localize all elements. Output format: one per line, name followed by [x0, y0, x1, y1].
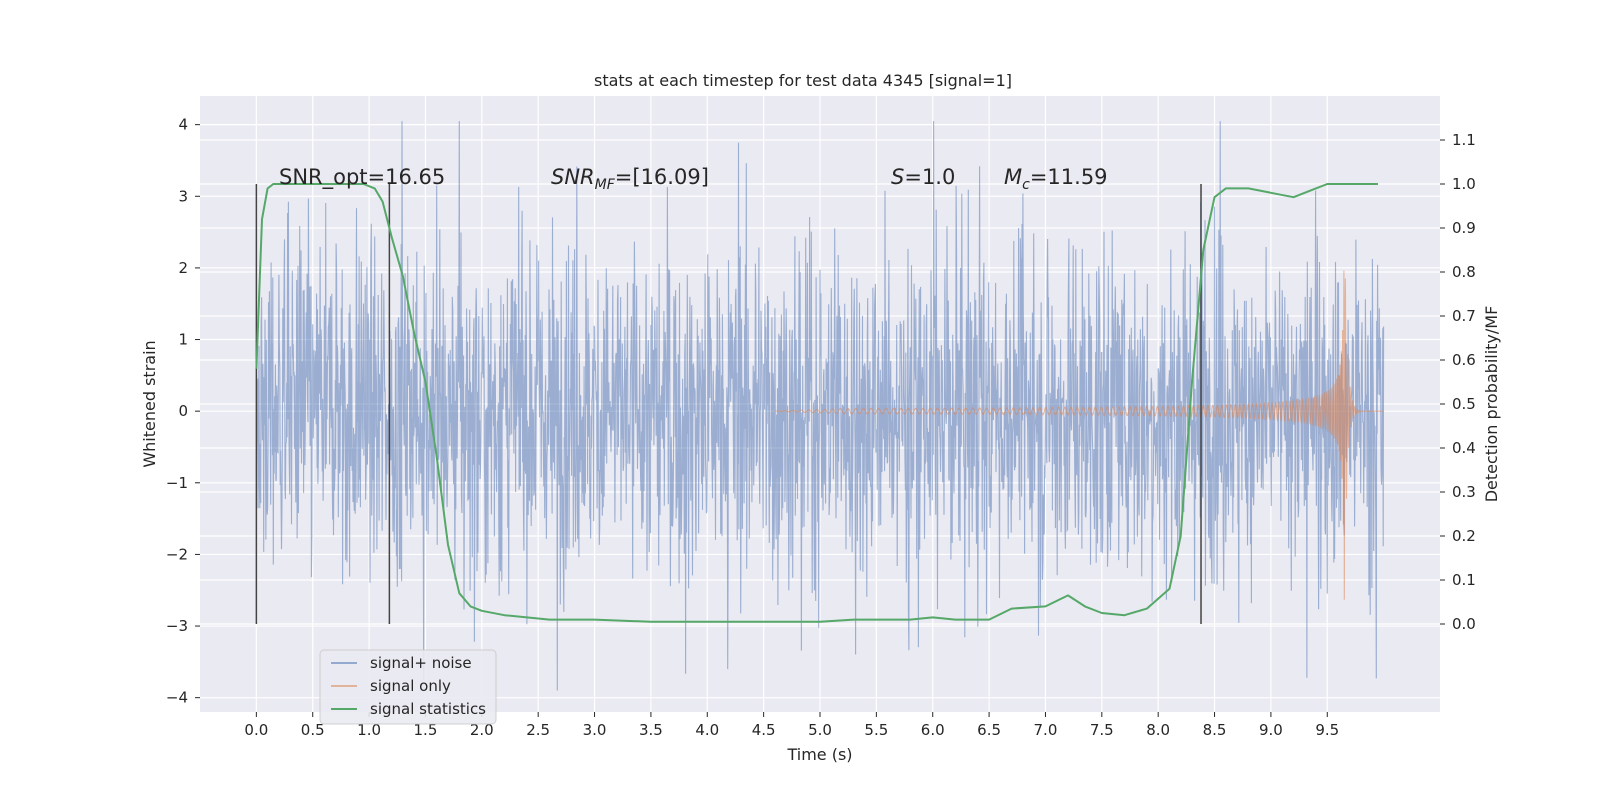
signal-only-line	[774, 270, 1384, 600]
marker-lines	[255, 184, 1202, 624]
y-right-tick-label: 0.4	[1452, 439, 1476, 457]
x-tick-label: 2.5	[526, 721, 550, 739]
y-right-tick-label: 0.7	[1452, 307, 1476, 325]
y-right-tick-label: 0.9	[1452, 219, 1476, 237]
y-right-tick-label: 0.5	[1452, 395, 1476, 413]
y-right-tick-label: 0.8	[1452, 263, 1476, 281]
y-right-axis-ticks: 1.1 1.0 0.9 0.8 0.7 0.6 0.5 0.4 0.3 0.2 0.1 0.0	[1440, 131, 1476, 633]
x-tick-label: 9.0	[1259, 721, 1283, 739]
x-tick-label: 3.0	[583, 721, 607, 739]
y-right-tick-label: 0.1	[1452, 571, 1476, 589]
y-tick-label: 4	[178, 116, 188, 134]
x-axis-ticks: 0.0 0.5 1.0 1.5 2.0 2.5 3.0 3.5 4.0 4.5 5.0 5.5 6.0 6…	[244, 712, 1339, 739]
y-right-axis-label: Detection probability/MF	[1482, 306, 1501, 503]
y-right-tick-label: 1.0	[1452, 175, 1476, 193]
y-right-tick-label: 0.6	[1452, 351, 1476, 369]
legend: signal+ noise signal only signal statist…	[319, 649, 497, 725]
x-tick-label: 5.0	[808, 721, 832, 739]
annotation-snr-mf: SNRMF=[16.09]	[551, 165, 709, 193]
y-tick-label: −1	[166, 474, 188, 492]
y-tick-label: 1	[178, 331, 188, 349]
y-right-tick-label: 0.2	[1452, 527, 1476, 545]
y-tick-label: −2	[166, 545, 188, 563]
annotation-snr-opt: SNR_opt=16.65	[279, 165, 445, 190]
x-axis-label: Time (s)	[786, 745, 852, 764]
legend-label-signal-only: signal only	[370, 677, 451, 695]
y-axis-label: Whitened strain	[140, 340, 159, 467]
x-tick-label: 9.5	[1315, 721, 1339, 739]
y-axis-ticks: 4 3 2 1 0 −1 −2 −3 −4	[166, 116, 200, 707]
x-tick-label: 4.5	[752, 721, 776, 739]
y-tick-label: −3	[166, 617, 188, 635]
y-right-tick-label: 0.0	[1452, 615, 1476, 633]
x-tick-label: 0.5	[301, 721, 325, 739]
y-right-tick-label: 0.3	[1452, 483, 1476, 501]
x-tick-label: 6.0	[921, 721, 945, 739]
signal-noise-line	[255, 121, 1385, 691]
x-tick-label: 1.5	[414, 721, 438, 739]
x-tick-label: 6.5	[977, 721, 1001, 739]
series-signal-statistics	[255, 183, 1378, 623]
y-tick-label: −4	[166, 689, 188, 707]
x-tick-label: 4.0	[695, 721, 719, 739]
x-tick-label: 1.0	[357, 721, 381, 739]
annotation-s: S=1.0	[891, 165, 955, 189]
series-signal-only	[774, 270, 1384, 600]
y-tick-label: 3	[178, 187, 188, 205]
x-tick-label: 2.0	[470, 721, 494, 739]
chart-title: stats at each timestep for test data 434…	[594, 71, 1012, 90]
x-tick-label: 8.5	[1203, 721, 1227, 739]
x-tick-label: 7.5	[1090, 721, 1114, 739]
x-tick-label: 0.0	[244, 721, 268, 739]
y-tick-label: 0	[178, 402, 188, 420]
x-tick-label: 3.5	[639, 721, 663, 739]
x-tick-label: 8.0	[1146, 721, 1170, 739]
annotation-mc: Mc=11.59	[1004, 165, 1108, 193]
legend-label-signal-statistics: signal statistics	[370, 700, 486, 718]
y-tick-label: 2	[178, 259, 188, 277]
signal-statistics-line	[255, 183, 1378, 623]
legend-box	[319, 649, 497, 725]
legend-label-signal-noise: signal+ noise	[370, 654, 472, 672]
series-signal-noise	[255, 121, 1385, 691]
x-tick-label: 7.0	[1034, 721, 1058, 739]
x-tick-label: 5.5	[864, 721, 888, 739]
y-right-tick-label: 1.1	[1452, 131, 1476, 149]
